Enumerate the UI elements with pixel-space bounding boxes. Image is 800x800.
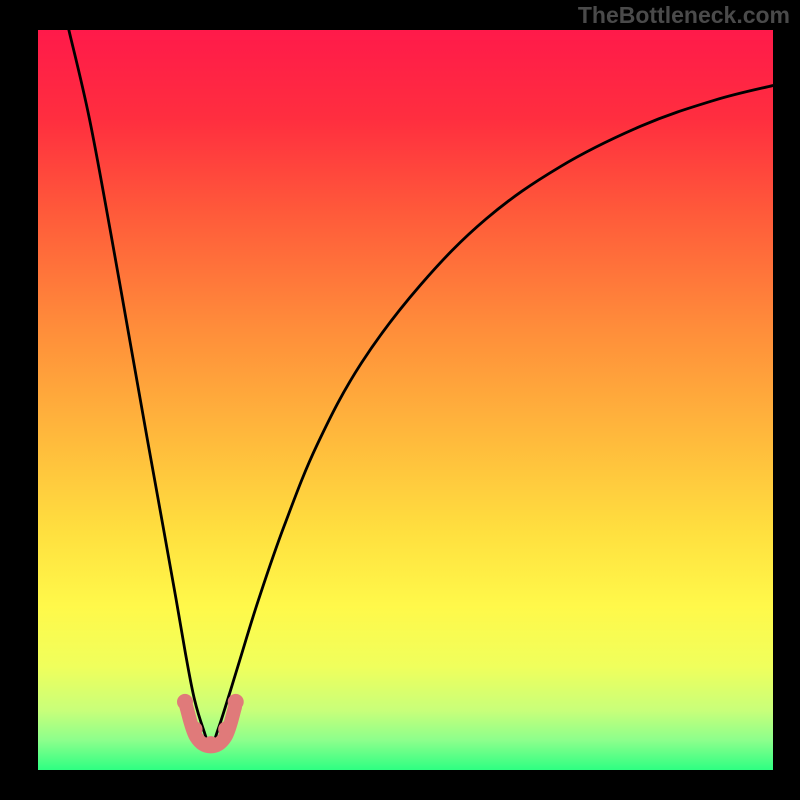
base-dot	[218, 721, 234, 737]
base-dot	[187, 721, 203, 737]
bottleneck-curve	[69, 30, 773, 746]
base-dot	[203, 736, 219, 752]
plot-area	[38, 30, 773, 770]
base-dot	[228, 694, 244, 710]
chart-container: TheBottleneck.com	[0, 0, 800, 800]
watermark-text: TheBottleneck.com	[578, 2, 790, 29]
curve-layer	[38, 30, 773, 770]
base-dot	[177, 694, 193, 710]
